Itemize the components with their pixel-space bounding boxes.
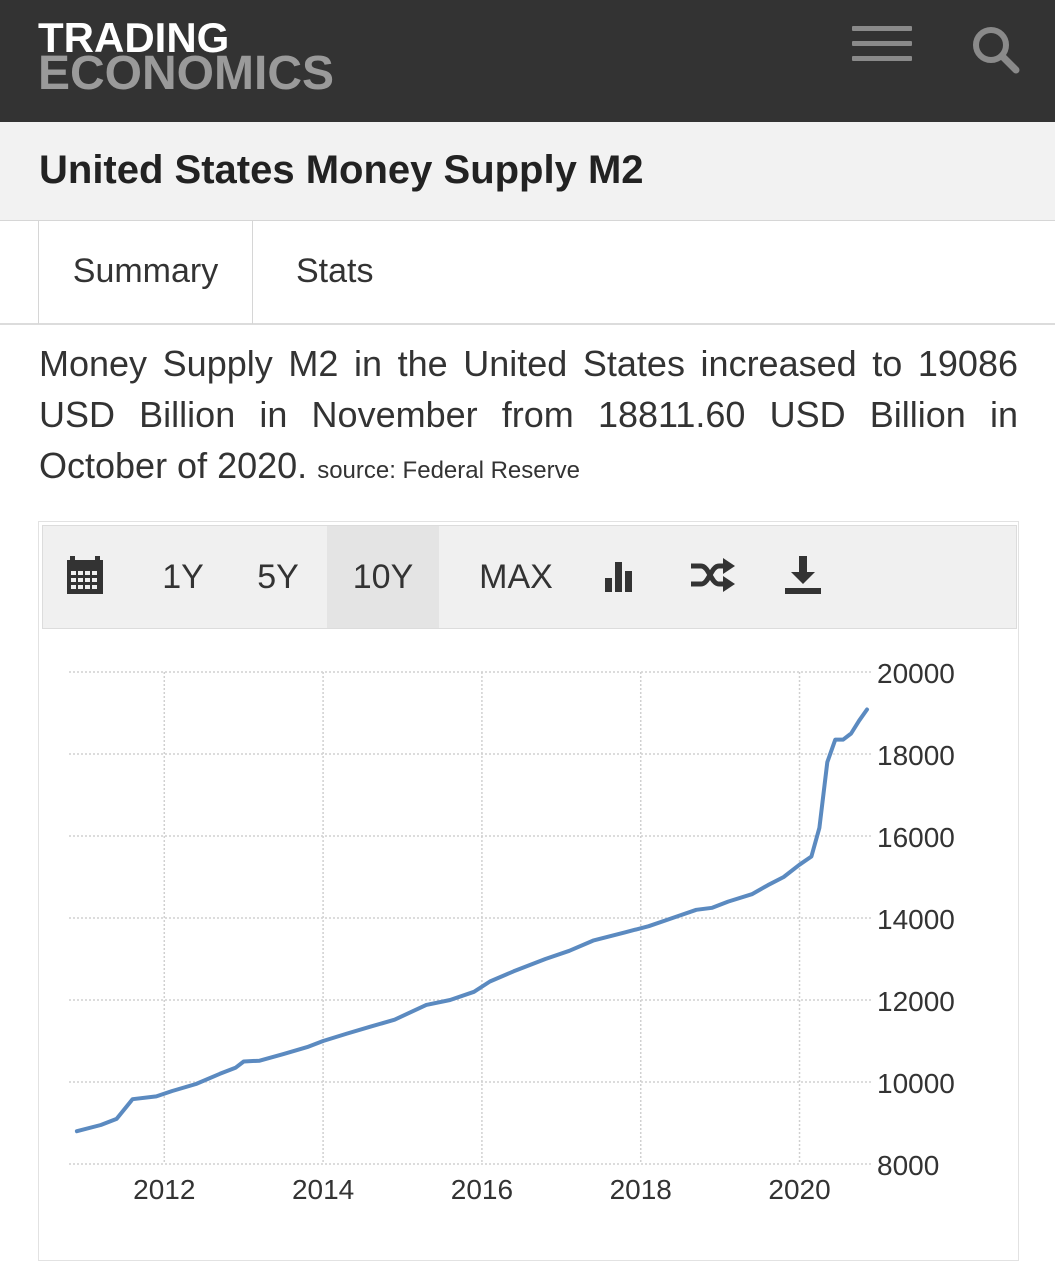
y-tick-label: 12000 xyxy=(877,986,955,1017)
range-max-button[interactable]: MAX xyxy=(479,558,553,596)
range-5y-button[interactable]: 5Y xyxy=(257,558,299,596)
top-header: TRADING ECONOMICS xyxy=(0,0,1055,122)
y-tick-label: 16000 xyxy=(877,822,955,853)
download-icon[interactable] xyxy=(785,556,821,599)
y-tick-label: 8000 xyxy=(877,1150,939,1181)
line-chart: 8000 10000 12000 14000 16000 18000 20000 2012 20… xyxy=(69,658,955,1205)
summary-description: Money Supply M2 in the United States inc… xyxy=(39,338,1018,496)
range-10y-button[interactable]: 10Y xyxy=(327,526,439,628)
tab-summary[interactable]: Summary xyxy=(38,221,253,324)
x-tick-label: 2016 xyxy=(451,1174,513,1205)
tab-stats[interactable]: Stats xyxy=(296,252,374,290)
y-tick-label: 18000 xyxy=(877,740,955,771)
summary-text: Money Supply M2 in the United States inc… xyxy=(39,343,1018,486)
range-1y-button[interactable]: 1Y xyxy=(162,558,204,596)
y-tick-label: 10000 xyxy=(877,1068,955,1099)
y-tick-label: 14000 xyxy=(877,904,955,935)
calendar-icon[interactable] xyxy=(67,556,103,599)
page-title: United States Money Supply M2 xyxy=(39,148,644,192)
logo[interactable]: TRADING ECONOMICS xyxy=(38,14,335,100)
x-tick-label: 2012 xyxy=(133,1174,195,1205)
search-icon[interactable] xyxy=(970,24,1022,76)
chart-toolbar: 1Y 5Y 10Y MAX xyxy=(42,525,1017,629)
x-tick-label: 2018 xyxy=(610,1174,672,1205)
x-tick-label: 2014 xyxy=(292,1174,354,1205)
logo-line2: ECONOMICS xyxy=(38,47,335,100)
series-line xyxy=(74,707,869,1134)
shuffle-icon[interactable] xyxy=(691,558,735,597)
tab-bar: Summary Stats xyxy=(0,221,1055,325)
hamburger-menu-icon[interactable] xyxy=(852,26,912,66)
title-bar: United States Money Supply M2 xyxy=(0,122,1055,221)
chart-container: 1Y 5Y 10Y MAX 8000 10 xyxy=(38,521,1019,1261)
x-tick-label: 2020 xyxy=(768,1174,830,1205)
y-tick-label: 20000 xyxy=(877,658,955,689)
bar-chart-icon[interactable] xyxy=(603,558,639,597)
logo-line1: TRADING xyxy=(38,14,230,61)
source-label: source: Federal Reserve xyxy=(317,457,580,484)
